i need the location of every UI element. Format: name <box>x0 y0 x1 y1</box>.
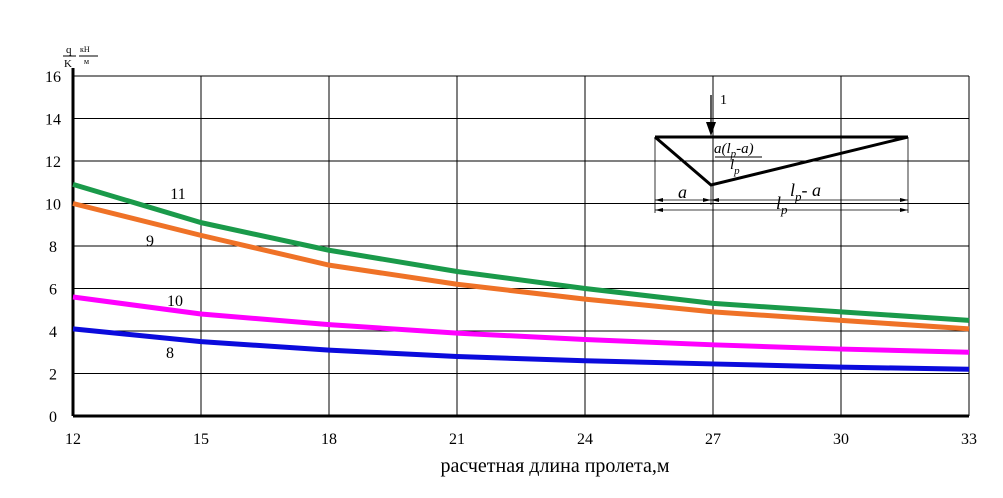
axes <box>71 68 969 418</box>
y-unit-den: м <box>84 57 89 66</box>
y-tick-label: 2 <box>49 367 57 384</box>
y-tick-label: 10 <box>45 197 61 214</box>
x-tick-label: 15 <box>193 431 209 448</box>
series-label-10: 10 <box>167 293 183 310</box>
y-tick-label: 14 <box>45 112 61 129</box>
y-label-den: K <box>64 58 72 70</box>
force-label: 1 <box>720 93 727 108</box>
y-tick-label: 0 <box>49 409 57 426</box>
series-label-11: 11 <box>170 186 185 203</box>
x-tick-label: 18 <box>321 431 337 448</box>
y-tick-label: 6 <box>49 282 57 299</box>
series-line-8 <box>72 326 970 372</box>
series-label-8: 8 <box>166 345 174 362</box>
x-tick-label: 12 <box>65 431 81 448</box>
ordinate-label: a(lp-a) <box>714 141 754 160</box>
dim-arrow <box>711 198 719 202</box>
y-tick-label: 8 <box>49 239 57 256</box>
dim-rest-label: lp- a <box>790 180 821 204</box>
series-lines: 11 9 10 8 <box>72 181 970 372</box>
series-line-11 <box>72 181 970 323</box>
grid-lines <box>73 75 970 416</box>
y-tick-label: 16 <box>45 69 61 86</box>
y-axis-label: q K кН м <box>63 44 98 70</box>
dim-arrow <box>703 198 711 202</box>
ordinate-den: lp <box>730 157 740 177</box>
x-tick-label: 21 <box>449 431 465 448</box>
dim-total-label: lp <box>776 193 788 217</box>
x-tick-label: 33 <box>961 431 977 448</box>
dim-arrow <box>900 198 908 202</box>
series-line-9 <box>72 201 970 332</box>
influence-line-inset: 1 a(lp-a) lp a lp- a lp <box>654 93 909 217</box>
series-label-9: 9 <box>146 233 154 250</box>
y-label-num: q <box>66 44 72 56</box>
y-tick-label: 12 <box>45 154 61 171</box>
x-axis-title: расчетная длина пролета,м <box>440 455 669 477</box>
dim-arrow <box>655 208 663 212</box>
dim-arrow <box>900 208 908 212</box>
dim-a-label: a <box>678 182 687 202</box>
series-line-10 <box>72 294 970 355</box>
x-tick-label: 24 <box>577 431 593 448</box>
force-arrow-head <box>706 122 716 136</box>
y-unit-num: кН <box>80 45 90 54</box>
x-tick-label: 27 <box>705 431 721 448</box>
y-tick-label: 4 <box>49 324 57 341</box>
dim-arrow <box>655 198 663 202</box>
x-tick-label: 30 <box>833 431 849 448</box>
